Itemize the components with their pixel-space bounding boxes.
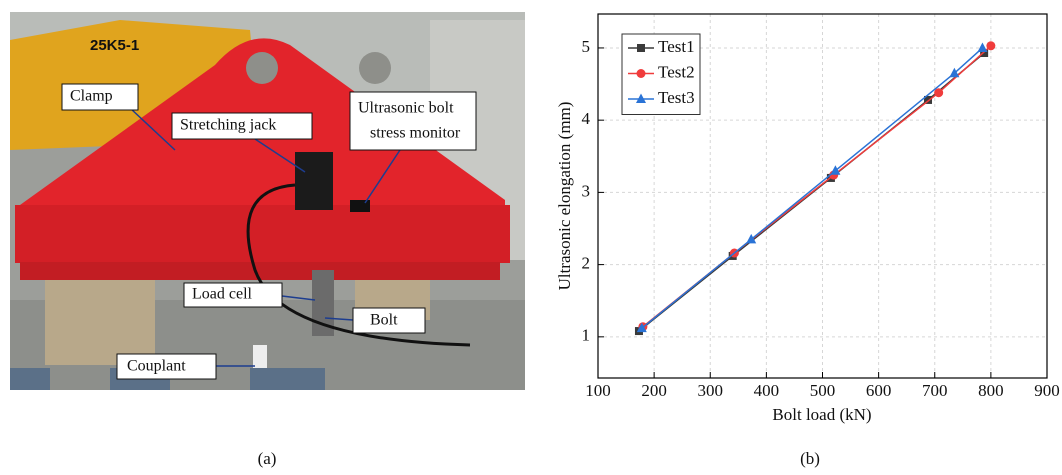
legend-label: Test1 xyxy=(658,37,695,56)
x-tick-label: 900 xyxy=(1034,381,1060,400)
caption: (a) xyxy=(258,449,277,468)
photo-label: Clamp xyxy=(70,88,113,105)
photo-label: Bolt xyxy=(370,312,398,329)
jack xyxy=(295,152,333,210)
x-tick-label: 100 xyxy=(585,381,611,400)
photo-label: stress monitor xyxy=(370,125,461,142)
marker xyxy=(977,42,987,52)
monitor xyxy=(350,200,370,212)
photo-label: Couplant xyxy=(127,358,186,375)
legend-label: Test2 xyxy=(658,62,695,81)
y-tick-label: 5 xyxy=(582,37,591,56)
y-axis-label: Ultrasonic elongation (mm) xyxy=(555,102,574,291)
legend-marker xyxy=(637,44,645,52)
y-tick-label: 3 xyxy=(582,181,591,200)
stand xyxy=(10,368,50,390)
photo: 25K5-1 Clamp Stretching jack Ultrasonic … xyxy=(10,12,525,390)
x-tick-label: 600 xyxy=(866,381,892,400)
photo-label: Stretching jack xyxy=(180,117,276,134)
x-tick-label: 200 xyxy=(641,381,667,400)
stand xyxy=(250,368,325,390)
x-tick-label: 300 xyxy=(698,381,724,400)
caption: (b) xyxy=(800,449,820,468)
legend-label: Test3 xyxy=(658,88,695,107)
clamp-base xyxy=(15,205,510,263)
photo-label: Load cell xyxy=(192,286,253,303)
y-tick-label: 4 xyxy=(582,109,591,128)
y-tick-label: 2 xyxy=(582,254,591,273)
x-tick-label: 400 xyxy=(754,381,780,400)
figure: 25K5-1 Clamp Stretching jack Ultrasonic … xyxy=(0,0,1062,470)
marker xyxy=(830,165,840,175)
x-axis-label: Bolt load (kN) xyxy=(772,405,871,424)
y-tick-label: 1 xyxy=(582,326,591,345)
x-tick-label: 800 xyxy=(978,381,1004,400)
clamp-hole xyxy=(246,52,278,84)
clamp-hole xyxy=(359,52,391,84)
x-tick-label: 500 xyxy=(810,381,836,400)
legend-marker xyxy=(637,69,646,78)
x-tick-label: 700 xyxy=(922,381,948,400)
photo-label: Ultrasonic bolt xyxy=(358,100,454,117)
marker xyxy=(986,41,995,50)
crane-text: 25K5-1 xyxy=(90,37,139,54)
clamp-teeth xyxy=(20,262,500,280)
